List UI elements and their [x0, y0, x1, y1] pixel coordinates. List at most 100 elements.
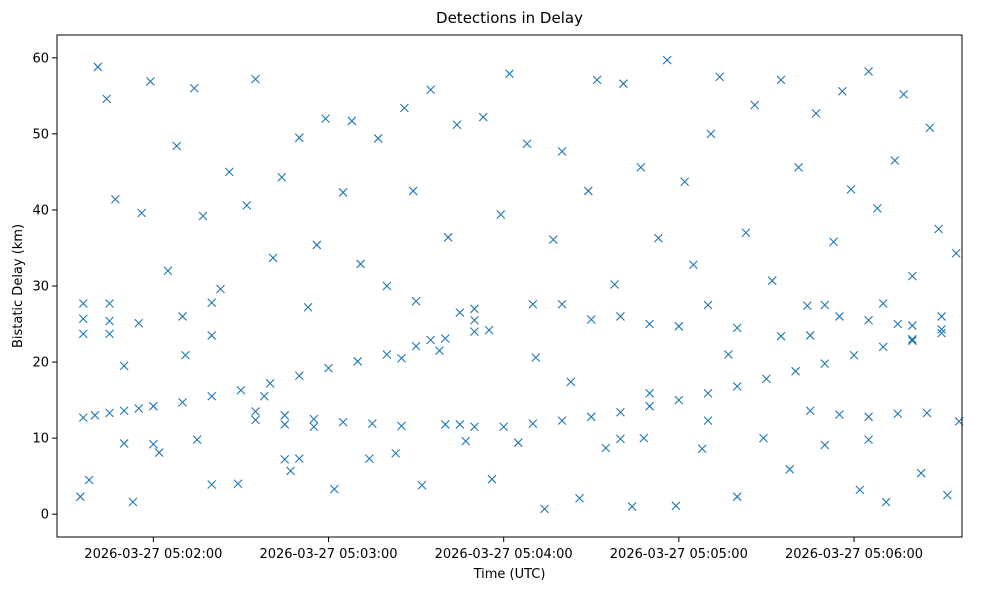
- data-point-marker: [137, 208, 147, 218]
- data-point-marker: [943, 490, 952, 500]
- data-point-marker: [741, 228, 751, 238]
- data-point-marker: [207, 391, 217, 401]
- data-point-marker: [697, 444, 707, 454]
- data-point-marker: [192, 435, 202, 445]
- data-point-marker: [878, 342, 888, 352]
- x-tick-label: 2026-03-27 05:06:00: [785, 547, 923, 562]
- data-point-marker: [951, 248, 961, 258]
- data-point-marker: [119, 406, 129, 416]
- data-point-marker: [478, 112, 488, 122]
- data-point-marker: [601, 443, 611, 453]
- data-point-marker: [470, 315, 479, 325]
- data-point-marker: [411, 296, 421, 306]
- data-point-marker: [674, 321, 684, 331]
- y-tick-label: 30: [32, 280, 49, 295]
- data-point-marker: [78, 413, 88, 422]
- data-point-marker: [347, 116, 357, 126]
- data-point-marker: [724, 350, 733, 359]
- data-point-marker: [134, 404, 144, 413]
- data-point-marker: [484, 325, 494, 335]
- data-point-marker: [119, 439, 129, 448]
- data-point-marker: [937, 328, 946, 338]
- y-tick-label: 0: [41, 508, 49, 523]
- data-point-marker: [496, 210, 506, 219]
- data-point-marker: [216, 284, 225, 294]
- data-point-marker: [834, 312, 844, 321]
- data-point-marker: [198, 211, 208, 221]
- data-point-marker: [703, 388, 713, 398]
- data-point-marker: [703, 300, 713, 310]
- data-point-marker: [934, 224, 944, 234]
- data-point-marker: [575, 493, 584, 503]
- data-point-marker: [294, 371, 304, 381]
- data-point-marker: [154, 448, 164, 457]
- data-point-marker: [338, 417, 348, 427]
- data-point-marker: [837, 86, 847, 96]
- data-point-marker: [715, 72, 725, 82]
- data-point-marker: [937, 324, 946, 334]
- data-point-marker: [586, 412, 596, 422]
- data-point-marker: [90, 410, 100, 420]
- x-tick-label: 2026-03-27 05:05:00: [610, 547, 748, 562]
- data-point-marker: [78, 299, 88, 308]
- data-point-marker: [636, 162, 646, 172]
- data-point-marker: [417, 480, 427, 490]
- data-point-marker: [280, 410, 290, 420]
- data-point-marker: [855, 485, 865, 495]
- data-point-marker: [616, 434, 625, 444]
- data-point-marker: [618, 79, 628, 89]
- data-point-marker: [294, 454, 304, 464]
- data-point-marker: [592, 75, 602, 85]
- data-point-marker: [645, 401, 655, 411]
- data-point-marker: [309, 414, 319, 424]
- data-point-marker: [881, 497, 891, 507]
- data-point-marker: [680, 177, 690, 187]
- data-point-marker: [899, 89, 909, 99]
- data-point-marker: [426, 335, 436, 345]
- data-point-marker: [146, 77, 155, 86]
- data-point-marker: [864, 412, 873, 422]
- data-point-marker: [455, 308, 465, 318]
- data-point-marker: [309, 422, 319, 432]
- data-point-marker: [820, 440, 830, 450]
- data-point-marker: [487, 474, 497, 484]
- data-point-marker: [662, 55, 672, 65]
- data-point-marker: [616, 407, 625, 417]
- data-point-marker: [893, 409, 903, 419]
- data-point-marker: [207, 480, 217, 489]
- data-point-marker: [834, 410, 844, 419]
- data-point-marker: [163, 266, 173, 276]
- data-point-marker: [505, 69, 514, 79]
- data-point-marker: [303, 302, 313, 312]
- data-point-marker: [78, 329, 88, 339]
- data-point-marker: [78, 314, 88, 324]
- data-point-marker: [776, 75, 786, 85]
- data-point-marker: [513, 438, 523, 448]
- data-point-marker: [364, 454, 374, 464]
- data-point-marker: [645, 388, 655, 398]
- data-point-marker: [148, 401, 158, 411]
- data-point-marker: [236, 385, 246, 395]
- data-point-marker: [280, 420, 290, 429]
- data-point-marker: [178, 312, 187, 321]
- data-point-marker: [557, 146, 567, 156]
- data-point-marker: [732, 492, 742, 502]
- data-point-marker: [119, 361, 129, 371]
- data-point-marker: [105, 316, 114, 326]
- y-tick-label: 20: [32, 356, 49, 371]
- data-point-marker: [925, 123, 935, 133]
- data-point-marker: [329, 484, 339, 494]
- data-point-marker: [440, 420, 450, 429]
- data-point-marker: [251, 74, 260, 84]
- data-point-marker: [224, 167, 234, 177]
- data-point-marker: [400, 103, 409, 113]
- data-point-marker: [382, 350, 392, 359]
- data-point-marker: [703, 416, 713, 426]
- data-point-marker: [312, 240, 322, 250]
- data-point-marker: [907, 321, 917, 330]
- data-point-marker: [767, 276, 777, 286]
- data-point-marker: [338, 188, 348, 197]
- data-point-marker: [893, 319, 903, 329]
- data-point-marker: [583, 186, 593, 196]
